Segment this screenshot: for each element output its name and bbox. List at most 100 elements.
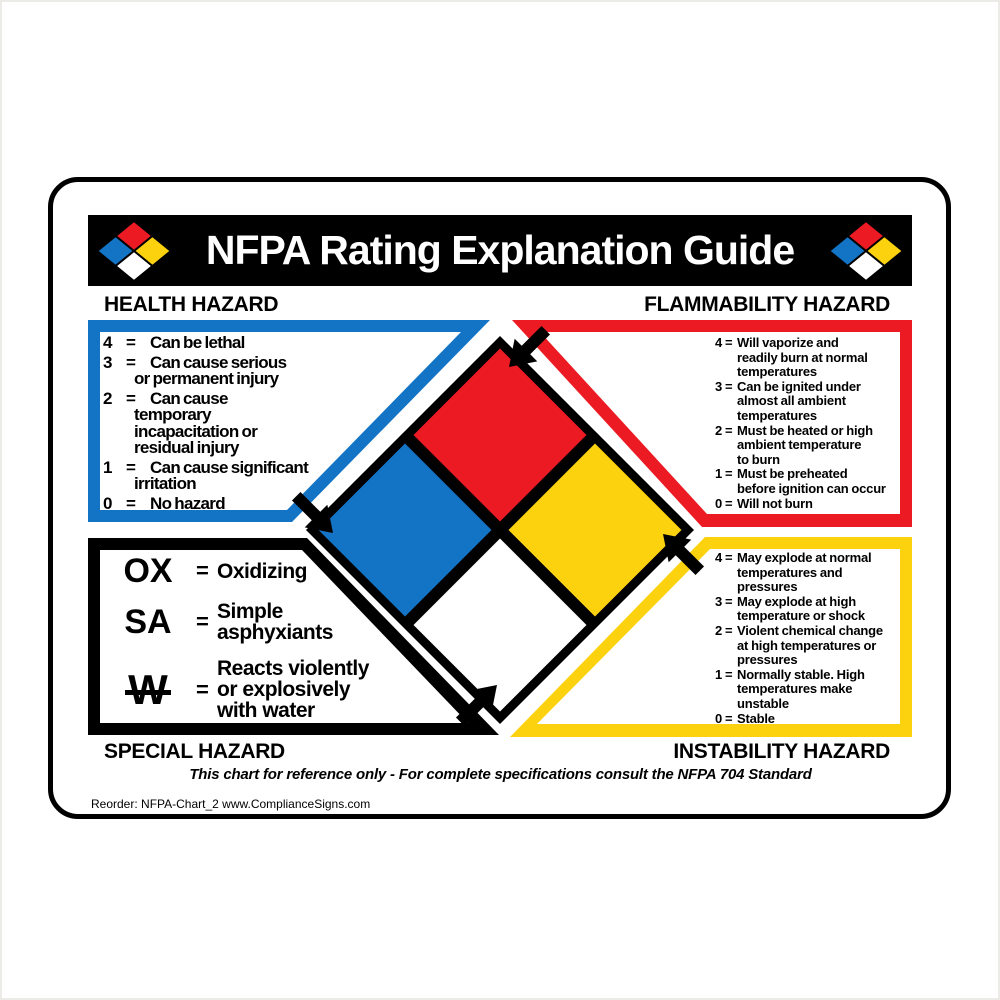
list-item: 1 = Normally stable. High temperatures mak…	[715, 666, 915, 712]
equals-sign: =	[725, 495, 733, 511]
list-item: 3 = May explode at high temperature or sho…	[715, 593, 915, 624]
special-hazard-list: OX = Oxidizing SA = Simple asphyxiants W…	[100, 546, 420, 721]
rating-number: 3	[715, 378, 723, 394]
reorder-text: Reorder: NFPA-Chart_2 www.ComplianceSign…	[91, 797, 371, 811]
rating-number: 1	[715, 466, 723, 482]
arrow-to-red-quadrant	[509, 325, 551, 367]
equals-sign: =	[126, 493, 136, 513]
rating-number: 2	[715, 622, 723, 638]
list-item: 2 = Violent chemical change at high temper…	[715, 622, 915, 668]
rating-text: Can cause serious or permanent injury	[134, 352, 287, 388]
rating-text: May explode at high temperature or shock	[737, 593, 865, 624]
rating-text: Must be heated or high ambient temperatu…	[737, 422, 873, 467]
rating-text: Can be ignited under almost all ambient …	[737, 378, 861, 423]
list-item: 0 = Stable	[715, 710, 915, 727]
rating-text: Can cause significant irritation	[134, 457, 309, 493]
equals-sign: =	[196, 609, 209, 634]
diamond-yellow-quadrant	[508, 443, 682, 617]
list-item: 2 = Must be heated or high ambient tempera…	[715, 422, 915, 468]
arrow-to-yellow-quadrant	[663, 534, 705, 576]
arrow-to-white-quadrant	[455, 685, 497, 727]
health-hazard-header: HEALTH HAZARD	[104, 293, 279, 316]
special-symbol-sa: SA	[124, 603, 172, 641]
instability-hazard-list: 4 = May explode at normal temperatures and…	[715, 550, 915, 727]
rating-text: No hazard	[150, 493, 226, 513]
list-item: 0 = Will not burn	[715, 495, 915, 512]
list-item: W = Reacts violently or explosively with…	[100, 658, 420, 721]
list-item: 1 = Must be preheated before ignition can …	[715, 466, 915, 496]
equals-sign: =	[725, 710, 733, 726]
rating-text: Can cause temporary incapacitation or re…	[134, 388, 258, 457]
rating-number: 0	[715, 710, 723, 726]
equals-sign: =	[725, 550, 733, 565]
list-item: SA = Simple asphyxiants	[100, 600, 420, 644]
rating-text: Will vaporize and readily burn at normal…	[737, 335, 868, 380]
equals-sign: =	[126, 457, 136, 477]
rating-number: 0	[715, 495, 723, 511]
nfpa-diamond-logo-right	[827, 219, 905, 282]
special-symbol-ox: OX	[123, 552, 173, 590]
flammability-hazard-list: 4 = Will vaporize and readily burn at norm…	[715, 335, 915, 512]
diamond-outline	[306, 336, 694, 724]
equals-sign: =	[196, 558, 209, 583]
page-title: NFPA Rating Explanation Guide	[205, 227, 795, 273]
special-text: Oxidizing	[217, 559, 308, 583]
title-bar: NFPA Rating Explanation Guide	[88, 215, 912, 286]
list-item: 0 = No hazard	[103, 493, 453, 513]
rating-text: Stable	[737, 710, 775, 726]
equals-sign: =	[725, 378, 733, 394]
instability-hazard-header: INSTABILITY HAZARD	[673, 740, 890, 763]
rating-number: 1	[103, 457, 112, 477]
list-item: 1 = Can cause significant irritation	[103, 457, 453, 493]
rating-number: 4	[103, 333, 112, 352]
health-frame-inner	[100, 332, 461, 510]
rating-number: 4	[715, 550, 723, 565]
special-text: Simple asphyxiants	[217, 600, 333, 644]
special-text: Reacts violently or explosively with wat…	[217, 657, 369, 722]
equals-sign: =	[725, 593, 733, 609]
rating-text: Must be preheated before ignition can oc…	[737, 466, 886, 496]
rating-text: Violent chemical change at high temperat…	[737, 622, 883, 668]
rating-number: 4	[715, 335, 723, 350]
list-item: OX = Oxidizing	[100, 550, 420, 592]
special-symbol-w-strikethrough: W	[125, 665, 171, 713]
equals-sign: =	[725, 666, 733, 682]
diamond-health-quadrant	[413, 348, 587, 522]
equals-sign: =	[725, 422, 733, 438]
rating-text: Normally stable. High temperatures make …	[737, 666, 865, 711]
diamond-white-quadrant	[413, 538, 587, 712]
arrow-to-blue-quadrant	[291, 491, 333, 533]
rating-text: May explode at normal temperatures and p…	[737, 550, 872, 595]
rating-number: 3	[715, 593, 723, 609]
list-item: 4 = Can be lethal	[103, 333, 453, 352]
rating-number: 2	[715, 422, 723, 438]
list-item: 4 = May explode at normal temperatures and…	[715, 550, 915, 595]
equals-sign: =	[126, 352, 136, 372]
flammability-hazard-header: FLAMMABILITY HAZARD	[644, 293, 890, 316]
equals-sign: =	[725, 622, 733, 638]
list-item: 3 = Can cause serious or permanent injury	[103, 352, 453, 388]
logo-white-diamond	[846, 249, 886, 282]
disclaimer-text: This chart for reference only - For comp…	[189, 766, 812, 783]
equals-sign: =	[725, 335, 733, 350]
rating-text: Can be lethal	[150, 333, 245, 352]
instability-frame-inner	[537, 549, 900, 724]
rating-number: 3	[103, 352, 112, 372]
rating-number: 0	[103, 493, 112, 513]
rating-text: Will not burn	[737, 495, 813, 511]
logo-white-diamond	[114, 249, 154, 282]
flammability-frame-inner	[540, 332, 900, 514]
special-frame-inner	[100, 550, 468, 723]
rating-number: 1	[715, 666, 723, 682]
list-item: 2 = Can cause temporary incapacitation or …	[103, 388, 453, 457]
rating-number: 2	[103, 388, 112, 408]
special-hazard-header: SPECIAL HAZARD	[104, 740, 285, 763]
health-hazard-list: 4 = Can be lethal 3 = Can cause serious or p…	[103, 333, 453, 513]
diamond-blue-quadrant	[318, 443, 492, 617]
equals-sign: =	[196, 676, 209, 702]
equals-sign: =	[725, 466, 733, 482]
nfpa-diamond-logo-left	[95, 219, 173, 282]
equals-sign: =	[126, 388, 136, 408]
